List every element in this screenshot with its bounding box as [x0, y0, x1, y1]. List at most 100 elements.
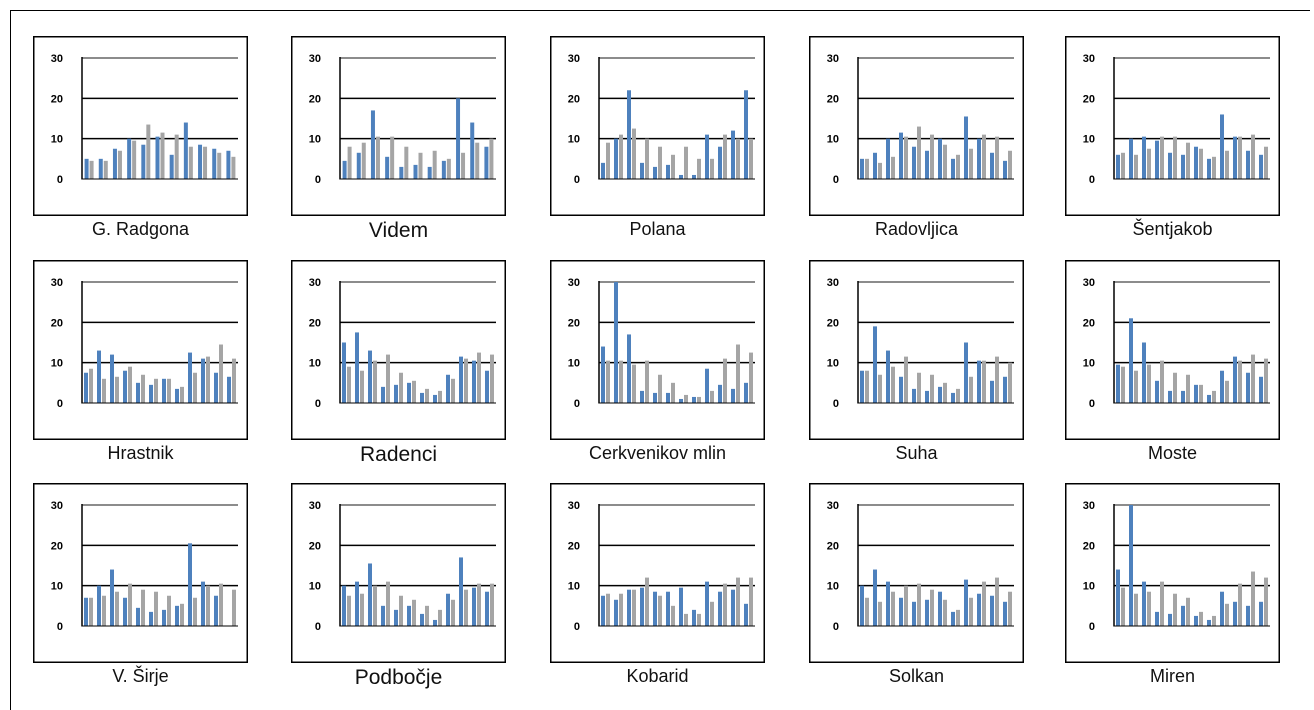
bar [601, 346, 605, 403]
bar [180, 603, 184, 626]
bar [174, 134, 179, 179]
bar [193, 372, 197, 403]
bar-chart: 0 10 20 30 [1065, 483, 1280, 663]
bar [705, 368, 709, 403]
chart-panel: 0 10 20 30 Radovljica [809, 36, 1024, 254]
bar [969, 597, 973, 626]
y-tick-label: 20 [568, 317, 580, 329]
y-tick-label: 10 [568, 358, 580, 370]
bar [162, 609, 166, 626]
bar [653, 166, 657, 179]
bar [231, 156, 236, 179]
bar [404, 146, 409, 179]
y-tick-label: 30 [51, 277, 63, 289]
y-tick-label: 30 [1083, 277, 1095, 289]
bar [995, 356, 999, 403]
bar [446, 374, 450, 403]
bar [951, 611, 955, 626]
bar [1155, 140, 1159, 179]
y-tick-label: 30 [568, 53, 580, 65]
bar [84, 597, 88, 626]
bar [459, 557, 463, 626]
bar [1173, 372, 1177, 403]
bar [925, 390, 929, 403]
bar [136, 382, 140, 403]
bar [619, 360, 623, 403]
y-tick-label: 0 [1089, 174, 1095, 186]
bar [904, 136, 908, 179]
bar [1116, 569, 1120, 626]
bar [1246, 605, 1250, 626]
bar [684, 146, 688, 179]
bar [128, 583, 132, 626]
bar [710, 158, 714, 179]
bar [188, 543, 192, 626]
bar [1008, 591, 1012, 626]
bar [368, 350, 372, 403]
bar [342, 585, 346, 626]
bar [180, 386, 184, 403]
bar [1129, 318, 1133, 403]
bar [183, 122, 188, 179]
bar-chart: 0 10 20 30 [291, 260, 506, 440]
y-tick-label: 30 [309, 53, 321, 65]
bar [361, 142, 366, 179]
bar [614, 138, 618, 179]
bar [425, 388, 429, 403]
bar [601, 162, 605, 179]
chart-panel: 0 10 20 30 Miren [1065, 483, 1280, 701]
chart-panel: 0 10 20 30 G. Radgona [33, 36, 248, 254]
bar [394, 384, 398, 403]
y-tick-label: 20 [827, 93, 839, 105]
bar [1194, 615, 1198, 626]
bar [1129, 138, 1133, 179]
bar-chart: 0 10 20 30 [809, 483, 1024, 663]
bar [718, 384, 722, 403]
bar [956, 154, 960, 179]
bar [198, 144, 203, 179]
bar [355, 332, 359, 403]
bar [671, 154, 675, 179]
bar [489, 138, 494, 179]
bar [917, 372, 921, 403]
bar [407, 382, 411, 403]
bar [117, 150, 122, 179]
bar [731, 388, 735, 403]
bar [938, 386, 942, 403]
bar [886, 581, 890, 626]
bar [412, 380, 416, 403]
bar [679, 398, 683, 403]
bar [1134, 370, 1138, 403]
bar [97, 350, 101, 403]
y-tick-label: 30 [309, 277, 321, 289]
bar [1194, 146, 1198, 179]
chart-title: Kobarid [626, 666, 689, 686]
bar [115, 591, 119, 626]
y-tick-label: 20 [309, 93, 321, 105]
bar [1251, 571, 1255, 626]
bar [1225, 380, 1229, 403]
chart-border [33, 483, 248, 663]
y-tick-label: 10 [51, 134, 63, 146]
y-tick-label: 30 [309, 500, 321, 512]
bar [1207, 619, 1211, 626]
bar [1116, 154, 1120, 179]
y-tick-label: 10 [827, 358, 839, 370]
y-tick-label: 20 [51, 540, 63, 552]
bar [407, 605, 411, 626]
y-tick-label: 20 [827, 540, 839, 552]
chart-border [809, 260, 1024, 440]
bar [930, 589, 934, 626]
bar [964, 116, 968, 179]
bar [441, 160, 446, 179]
bar [925, 599, 929, 626]
bar [459, 356, 463, 403]
bar [1220, 370, 1224, 403]
bar [1121, 152, 1125, 179]
bar [1212, 156, 1216, 179]
bar [640, 162, 644, 179]
chart-border [809, 483, 1024, 663]
y-tick-label: 10 [827, 134, 839, 146]
bar [97, 585, 101, 626]
bar [1173, 136, 1177, 179]
